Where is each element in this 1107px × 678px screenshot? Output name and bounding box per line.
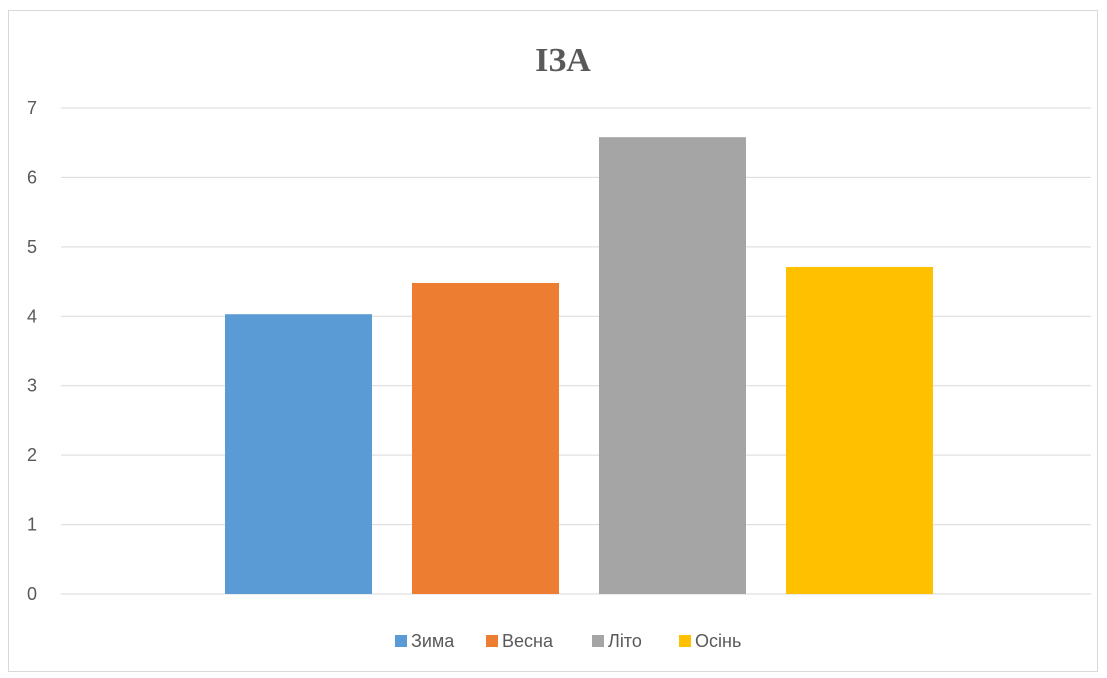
legend-item-1: Весна <box>486 631 554 651</box>
chart-svg: ІЗА 0 1 2 3 4 5 6 7 Зима Весна Літо Осінь <box>27 42 1091 651</box>
chart-title: ІЗА <box>535 42 591 79</box>
bar-0 <box>225 314 372 594</box>
legend-item-3: Осінь <box>679 631 741 651</box>
y-tick-label-2: 2 <box>27 445 37 465</box>
gridlines <box>61 107 1091 595</box>
bar-2 <box>599 137 746 594</box>
bar-3 <box>786 266 933 594</box>
chart-frame: ІЗА 0 1 2 3 4 5 6 7 Зима Весна Літо Осінь <box>8 10 1098 672</box>
legend-label-0: Зима <box>411 631 455 651</box>
legend-label-2: Літо <box>608 631 642 651</box>
legend-label-3: Осінь <box>695 631 741 651</box>
y-tick-label-5: 5 <box>27 237 37 257</box>
legend: Зима Весна Літо Осінь <box>395 631 741 651</box>
legend-swatch-3 <box>679 635 691 647</box>
legend-swatch-2 <box>592 635 604 647</box>
legend-swatch-1 <box>486 635 498 647</box>
y-tick-label-3: 3 <box>27 376 37 396</box>
y-axis-tick-labels: 0 1 2 3 4 5 6 7 <box>27 98 37 604</box>
y-tick-label-0: 0 <box>27 584 37 604</box>
legend-item-0: Зима <box>395 631 455 651</box>
bars <box>225 137 933 594</box>
y-tick-label-6: 6 <box>27 167 37 187</box>
y-tick-label-7: 7 <box>27 98 37 118</box>
legend-swatch-0 <box>395 635 407 647</box>
y-tick-label-4: 4 <box>27 306 37 326</box>
bar-1 <box>412 282 559 594</box>
y-tick-label-1: 1 <box>27 515 37 535</box>
legend-label-1: Весна <box>502 631 554 651</box>
legend-item-2: Літо <box>592 631 642 651</box>
